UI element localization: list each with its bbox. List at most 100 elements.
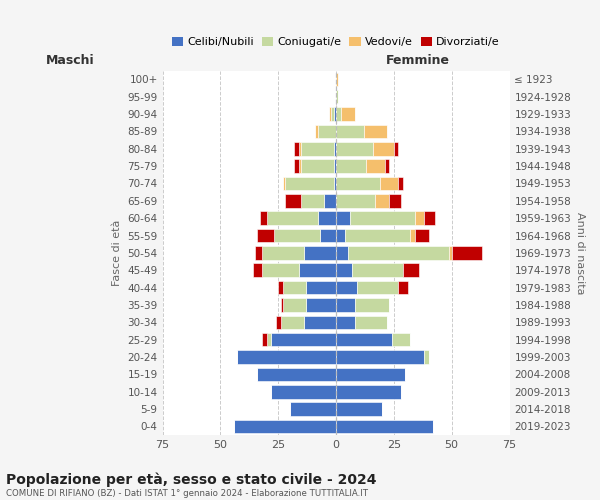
Bar: [257, 229, 274, 242]
Bar: [271, 333, 336, 346]
Bar: [336, 420, 433, 433]
Bar: [306, 298, 336, 312]
Bar: [283, 298, 306, 312]
Bar: [398, 281, 408, 294]
Bar: [299, 264, 336, 277]
Bar: [366, 160, 385, 173]
Text: Femmine: Femmine: [386, 54, 449, 67]
Bar: [336, 194, 376, 207]
Bar: [283, 176, 285, 190]
Bar: [266, 333, 271, 346]
Bar: [274, 229, 320, 242]
Bar: [336, 298, 355, 312]
Bar: [336, 90, 338, 104]
Bar: [278, 281, 283, 294]
Bar: [364, 124, 387, 138]
Bar: [299, 142, 301, 156]
Bar: [334, 160, 336, 173]
Bar: [257, 368, 336, 381]
Bar: [262, 333, 266, 346]
Bar: [336, 108, 341, 121]
Bar: [336, 368, 406, 381]
Text: Maschi: Maschi: [46, 54, 95, 67]
Bar: [236, 350, 336, 364]
Bar: [329, 108, 331, 121]
Bar: [301, 160, 334, 173]
Bar: [334, 108, 336, 121]
Bar: [357, 281, 398, 294]
Bar: [415, 229, 428, 242]
Bar: [336, 281, 357, 294]
Bar: [325, 194, 336, 207]
Bar: [334, 142, 336, 156]
Bar: [315, 124, 317, 138]
Bar: [376, 194, 389, 207]
Bar: [295, 142, 299, 156]
Bar: [336, 72, 338, 86]
Bar: [336, 212, 350, 225]
Bar: [331, 108, 334, 121]
Bar: [262, 246, 304, 260]
Bar: [336, 385, 401, 398]
Bar: [452, 246, 482, 260]
Bar: [281, 316, 304, 329]
Bar: [380, 176, 398, 190]
Bar: [355, 298, 389, 312]
Bar: [373, 142, 394, 156]
Text: COMUNE DI RIFIANO (BZ) - Dati ISTAT 1° gennaio 2024 - Elaborazione TUTTITALIA.IT: COMUNE DI RIFIANO (BZ) - Dati ISTAT 1° g…: [6, 489, 368, 498]
Bar: [290, 402, 336, 416]
Bar: [266, 212, 317, 225]
Bar: [398, 176, 403, 190]
Bar: [336, 264, 352, 277]
Bar: [345, 229, 410, 242]
Bar: [350, 212, 415, 225]
Bar: [352, 264, 403, 277]
Bar: [424, 212, 436, 225]
Y-axis label: Fasce di età: Fasce di età: [112, 220, 122, 286]
Legend: Celibi/Nubili, Coniugati/e, Vedovi/e, Divorziati/e: Celibi/Nubili, Coniugati/e, Vedovi/e, Di…: [168, 32, 505, 52]
Bar: [347, 246, 449, 260]
Bar: [336, 229, 345, 242]
Bar: [415, 212, 424, 225]
Bar: [385, 160, 389, 173]
Bar: [301, 194, 325, 207]
Bar: [410, 229, 415, 242]
Bar: [392, 333, 410, 346]
Bar: [234, 420, 336, 433]
Bar: [336, 124, 364, 138]
Bar: [424, 350, 428, 364]
Bar: [394, 142, 398, 156]
Bar: [336, 333, 392, 346]
Bar: [299, 160, 301, 173]
Bar: [253, 264, 262, 277]
Bar: [317, 212, 336, 225]
Bar: [389, 194, 401, 207]
Bar: [449, 246, 452, 260]
Bar: [271, 385, 336, 398]
Bar: [336, 316, 355, 329]
Bar: [320, 229, 336, 242]
Bar: [336, 176, 380, 190]
Bar: [336, 350, 424, 364]
Bar: [301, 142, 334, 156]
Bar: [283, 281, 306, 294]
Bar: [306, 281, 336, 294]
Bar: [276, 316, 281, 329]
Bar: [260, 212, 266, 225]
Bar: [304, 246, 336, 260]
Bar: [341, 108, 355, 121]
Bar: [403, 264, 419, 277]
Bar: [262, 264, 299, 277]
Text: Popolazione per età, sesso e stato civile - 2024: Popolazione per età, sesso e stato civil…: [6, 472, 377, 487]
Bar: [334, 176, 336, 190]
Bar: [281, 298, 283, 312]
Bar: [285, 194, 301, 207]
Y-axis label: Anni di nascita: Anni di nascita: [575, 212, 585, 294]
Bar: [255, 246, 262, 260]
Bar: [336, 246, 347, 260]
Bar: [336, 142, 373, 156]
Bar: [295, 160, 299, 173]
Bar: [317, 124, 336, 138]
Bar: [336, 402, 382, 416]
Bar: [285, 176, 334, 190]
